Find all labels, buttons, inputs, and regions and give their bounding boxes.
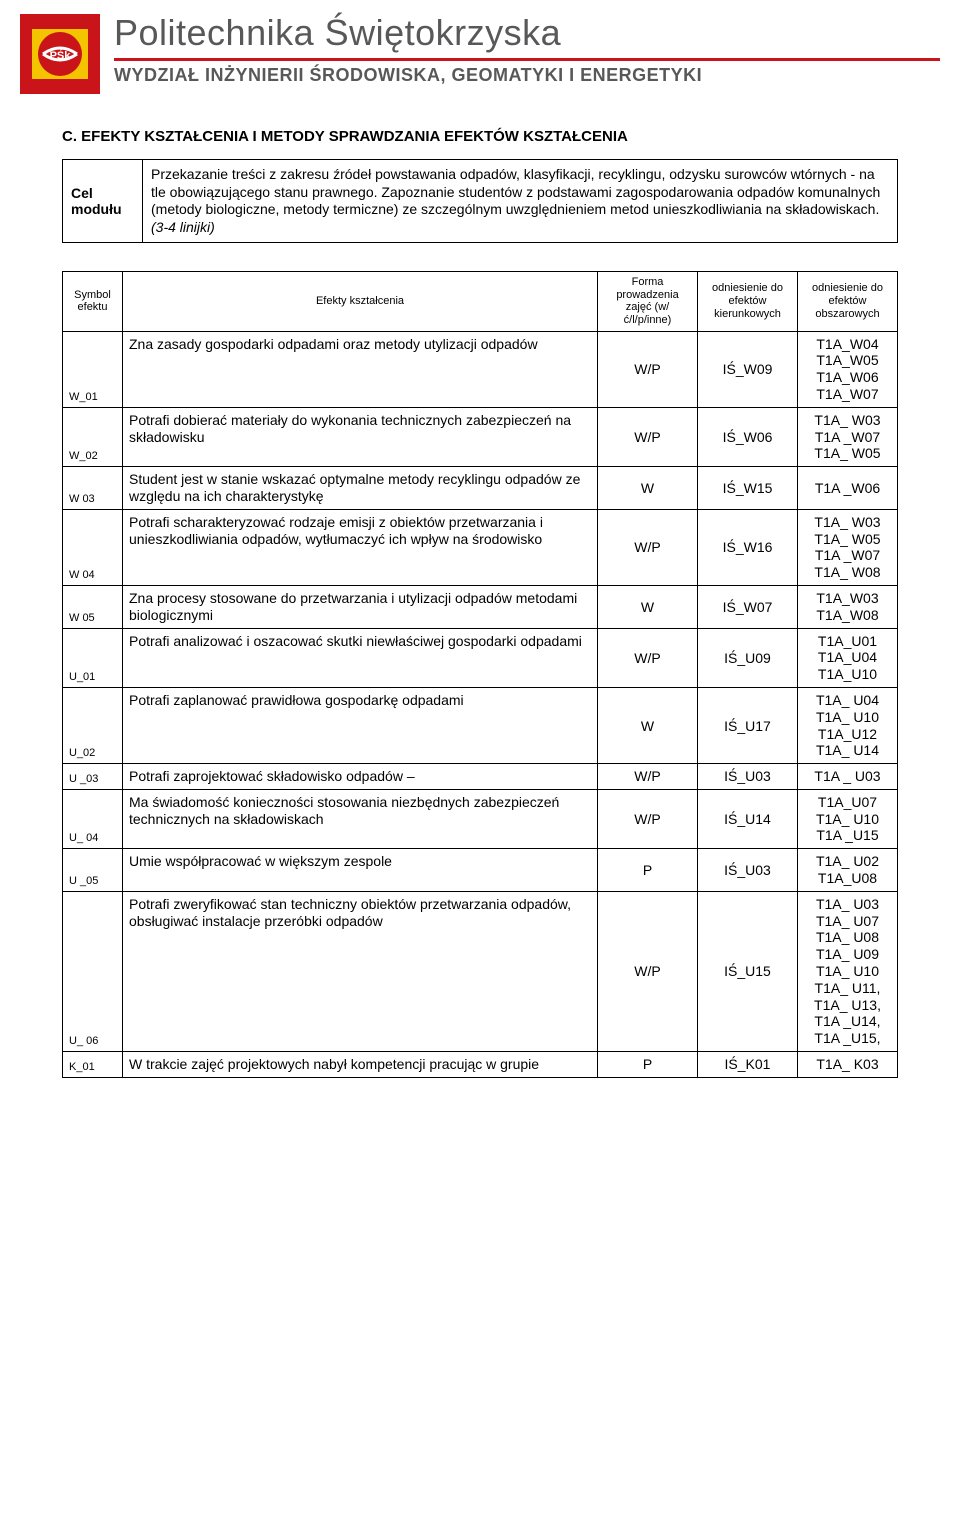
- effect-description: Ma świadomość konieczności stosowania ni…: [123, 789, 598, 848]
- effect-directional: IŚ_W06: [698, 407, 798, 466]
- header: PŚk Politechnika Świętokrzyska WYDZIAŁ I…: [0, 0, 960, 100]
- effect-area: T1A_ W03T1A_ W05T1A _W07T1A_ W08: [798, 509, 898, 585]
- effect-area: T1A_ U04T1A_ U10T1A_U12T1A_ U14: [798, 687, 898, 763]
- effect-directional: IŚ_U03: [698, 764, 798, 790]
- effect-directional: IŚ_U09: [698, 628, 798, 687]
- module-goal-label: Cel modułu: [63, 160, 143, 243]
- effect-symbol: W 04: [63, 509, 123, 585]
- university-logo-icon: PŚk: [20, 14, 100, 94]
- effect-directional: IŚ_U15: [698, 891, 798, 1051]
- page: PŚk Politechnika Świętokrzyska WYDZIAŁ I…: [0, 0, 960, 1098]
- table-row: W_02Potrafi dobierać materiały do wykona…: [63, 407, 898, 466]
- effect-area: T1A_W04T1A_W05T1A_W06T1A_W07: [798, 331, 898, 407]
- effect-form: P: [598, 849, 698, 892]
- effect-form: W: [598, 585, 698, 628]
- effect-symbol: U_ 06: [63, 891, 123, 1051]
- table-row: W_01Zna zasady gospodarki odpadami oraz …: [63, 331, 898, 407]
- svg-text:PŚk: PŚk: [50, 49, 72, 62]
- table-row: U _03Potrafi zaprojektować składowisko o…: [63, 764, 898, 790]
- effect-description: Potrafi zaprojektować składowisko odpadó…: [123, 764, 598, 790]
- effect-description: W trakcie zajęć projektowych nabył kompe…: [123, 1052, 598, 1078]
- col-kier: odniesienie do efektów kierunkowych: [698, 272, 798, 332]
- col-effects: Efekty kształcenia: [123, 272, 598, 332]
- effect-description: Student jest w stanie wskazać optymalne …: [123, 467, 598, 510]
- effect-symbol: U_ 04: [63, 789, 123, 848]
- effect-directional: IŚ_W16: [698, 509, 798, 585]
- effect-symbol: U_02: [63, 687, 123, 763]
- effect-symbol: W 03: [63, 467, 123, 510]
- effect-description: Potrafi analizować i oszacować skutki ni…: [123, 628, 598, 687]
- effect-description: Potrafi zweryfikować stan techniczny obi…: [123, 891, 598, 1051]
- effect-description: Potrafi scharakteryzować rodzaje emisji …: [123, 509, 598, 585]
- university-name: Politechnika Świętokrzyska: [114, 14, 940, 52]
- effect-form: W: [598, 467, 698, 510]
- effect-description: Zna zasady gospodarki odpadami oraz meto…: [123, 331, 598, 407]
- effect-symbol: U _05: [63, 849, 123, 892]
- effect-area: T1A_ K03: [798, 1052, 898, 1078]
- effect-description: Potrafi dobierać materiały do wykonania …: [123, 407, 598, 466]
- header-divider: [114, 58, 940, 61]
- content: C. EFEKTY KSZTAŁCENIA I METODY SPRAWDZAN…: [0, 100, 960, 1098]
- table-row: W 03Student jest w stanie wskazać optyma…: [63, 467, 898, 510]
- effect-form: W/P: [598, 764, 698, 790]
- table-row: U_ 06Potrafi zweryfikować stan techniczn…: [63, 891, 898, 1051]
- effect-area: T1A_U01T1A_U04T1A_U10: [798, 628, 898, 687]
- effect-area: T1A_ U02T1A_U08: [798, 849, 898, 892]
- effect-description: Zna procesy stosowane do przetwarzania i…: [123, 585, 598, 628]
- effect-symbol: U _03: [63, 764, 123, 790]
- table-row: W 04Potrafi scharakteryzować rodzaje emi…: [63, 509, 898, 585]
- faculty-name: WYDZIAŁ INŻYNIERII ŚRODOWISKA, GEOMATYKI…: [114, 65, 940, 86]
- table-row: U_ 04Ma świadomość konieczności stosowan…: [63, 789, 898, 848]
- effect-symbol: W_02: [63, 407, 123, 466]
- effect-directional: IŚ_K01: [698, 1052, 798, 1078]
- effect-directional: IŚ_U14: [698, 789, 798, 848]
- col-obsz: odniesienie do efektów obszarowych: [798, 272, 898, 332]
- col-form: Forma prowadzenia zajęć (w/ć/l/p/inne): [598, 272, 698, 332]
- effect-form: W/P: [598, 509, 698, 585]
- col-symbol: Symbol efektu: [63, 272, 123, 332]
- effect-directional: IŚ_U03: [698, 849, 798, 892]
- module-goal-table: Cel modułu Przekazanie treści z zakresu …: [62, 159, 898, 243]
- section-title: C. EFEKTY KSZTAŁCENIA I METODY SPRAWDZAN…: [62, 128, 898, 145]
- table-row: K_01W trakcie zajęć projektowych nabył k…: [63, 1052, 898, 1078]
- effect-description: Potrafi zaplanować prawidłowa gospodarkę…: [123, 687, 598, 763]
- module-goal-note: (3-4 linijki): [151, 219, 215, 235]
- effect-form: W/P: [598, 407, 698, 466]
- effect-area: T1A _ U03: [798, 764, 898, 790]
- effect-description: Umie współpracować w większym zespole: [123, 849, 598, 892]
- effect-form: P: [598, 1052, 698, 1078]
- effect-form: W/P: [598, 628, 698, 687]
- effect-directional: IŚ_U17: [698, 687, 798, 763]
- table-row: U_01Potrafi analizować i oszacować skutk…: [63, 628, 898, 687]
- effect-symbol: W_01: [63, 331, 123, 407]
- effect-area: T1A_U07T1A_ U10T1A _U15: [798, 789, 898, 848]
- effect-form: W/P: [598, 891, 698, 1051]
- effect-symbol: W 05: [63, 585, 123, 628]
- effect-directional: IŚ_W09: [698, 331, 798, 407]
- effects-table: Symbol efektu Efekty kształcenia Forma p…: [62, 271, 898, 1078]
- table-row: U _05Umie współpracować w większym zespo…: [63, 849, 898, 892]
- effect-symbol: U_01: [63, 628, 123, 687]
- module-goal-body: Przekazanie treści z zakresu źródeł pows…: [143, 160, 898, 243]
- effect-area: T1A_ U03T1A_ U07T1A_ U08T1A_ U09T1A_ U10…: [798, 891, 898, 1051]
- header-text: Politechnika Świętokrzyska WYDZIAŁ INŻYN…: [114, 14, 940, 86]
- effect-form: W/P: [598, 331, 698, 407]
- table-row: W 05Zna procesy stosowane do przetwarzan…: [63, 585, 898, 628]
- effect-area: T1A _W06: [798, 467, 898, 510]
- effect-area: T1A_ W03T1A _W07T1A_ W05: [798, 407, 898, 466]
- table-row: U_02Potrafi zaplanować prawidłowa gospod…: [63, 687, 898, 763]
- effect-directional: IŚ_W07: [698, 585, 798, 628]
- effects-header-row: Symbol efektu Efekty kształcenia Forma p…: [63, 272, 898, 332]
- effect-directional: IŚ_W15: [698, 467, 798, 510]
- effect-form: W/P: [598, 789, 698, 848]
- effect-symbol: K_01: [63, 1052, 123, 1078]
- effect-area: T1A_W03T1A_W08: [798, 585, 898, 628]
- effect-form: W: [598, 687, 698, 763]
- module-goal-text: Przekazanie treści z zakresu źródeł pows…: [151, 166, 880, 217]
